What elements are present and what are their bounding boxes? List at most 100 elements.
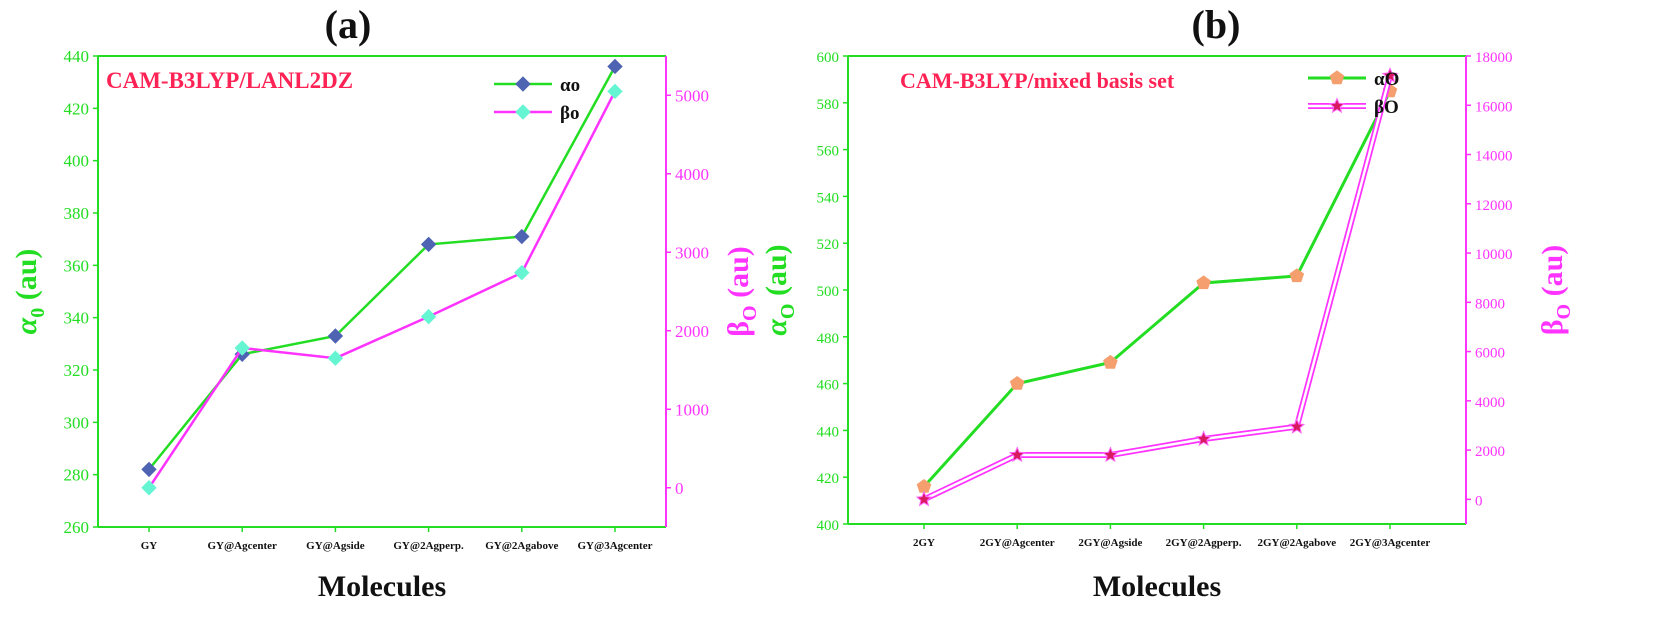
data-point <box>1195 430 1212 447</box>
y-right-axis-title-symbol: β <box>722 321 755 337</box>
y-left-tick-label: 580 <box>817 97 840 113</box>
y-right-tick-label: 2000 <box>675 322 709 341</box>
data-point <box>607 58 623 75</box>
data-point <box>234 340 250 356</box>
legend-label: αo <box>560 75 580 96</box>
x-tick-label: 2GY@Agside <box>1078 537 1142 549</box>
x-tick-label: 2GY@3Agcenter <box>1350 537 1431 549</box>
data-point <box>141 461 157 478</box>
y-left-tick-label: 260 <box>64 518 90 537</box>
y-left-tick-label: 420 <box>64 99 90 118</box>
y-left-tick-label: 320 <box>64 361 90 380</box>
y-right-axis-title: βO (au) <box>1536 245 1575 336</box>
y-left-tick-label: 360 <box>64 256 90 275</box>
y-left-axis-title: α0 (au) <box>10 249 49 335</box>
data-point <box>327 350 344 366</box>
y-right-tick-label: 14000 <box>1475 149 1513 165</box>
y-left-tick-label: 380 <box>64 204 90 223</box>
y-right-tick-label: 4000 <box>1475 395 1505 411</box>
y-right-tick-label: 0 <box>675 479 684 498</box>
y-right-axis-title-symbol: β <box>1536 319 1569 335</box>
method-label: CAM-B3LYP/mixed basis set <box>900 68 1175 93</box>
y-left-tick-label: 300 <box>64 413 90 432</box>
data-point <box>1289 268 1305 283</box>
x-tick-label: 2GY@2Agperp. <box>1166 537 1242 549</box>
y-right-tick-label: 10000 <box>1475 247 1513 263</box>
data-point <box>607 83 623 100</box>
y-right-axis-title-unit: (au) <box>1536 245 1569 304</box>
y-right-tick-label: 0 <box>1475 493 1483 509</box>
x-tick-label: GY@3Agcenter <box>578 540 653 552</box>
x-axis-title: Molecules <box>318 570 446 603</box>
series-1 <box>141 83 623 496</box>
x-tick-label: GY@Agside <box>306 540 365 552</box>
data-point <box>915 490 933 507</box>
data-point <box>420 236 437 253</box>
data-point <box>514 228 530 245</box>
data-point <box>420 308 437 325</box>
y-right-axis-title: βO (au) <box>722 246 761 337</box>
y-right-tick-label: 18000 <box>1475 50 1513 66</box>
data-point <box>1009 375 1025 390</box>
y-right-tick-label: 5000 <box>675 86 709 105</box>
y-left-tick-label: 560 <box>817 144 840 160</box>
data-point <box>1102 446 1119 463</box>
y-left-tick-label: 420 <box>817 471 840 487</box>
data-point <box>327 328 344 344</box>
y-right-axis-title-subscript: O <box>1553 304 1575 320</box>
x-tick-label: 2GY@2Agabove <box>1257 537 1336 549</box>
x-tick-label: GY@2Agperp. <box>393 540 464 552</box>
y-left-axis-title-symbol: α <box>760 319 793 336</box>
series-line <box>148 65 617 471</box>
method-label: CAM-B3LYP/LANL2DZ <box>106 68 353 93</box>
y-left-axis-title-subscript: O <box>777 304 799 320</box>
data-point <box>141 480 157 496</box>
legend-marker <box>1328 97 1346 114</box>
y-left-tick-label: 540 <box>817 190 840 206</box>
y-left-tick-label: 500 <box>817 284 840 300</box>
y-left-tick-label: 480 <box>817 331 840 347</box>
data-point <box>1381 66 1399 83</box>
series-line <box>147 90 617 489</box>
x-axis-title: Molecules <box>1093 570 1221 603</box>
y-right-axis-title-unit: (au) <box>722 246 755 305</box>
y-right-tick-label: 4000 <box>675 165 709 184</box>
y-right-tick-label: 3000 <box>675 243 709 262</box>
legend: αO βO <box>1308 69 1399 118</box>
y-left-axis-title-symbol: α <box>10 317 43 334</box>
series-0 <box>141 58 623 478</box>
y-left-tick-label: 400 <box>64 152 90 171</box>
x-tick-label: 2GY@Agcenter <box>980 537 1055 549</box>
panel-label: (b) <box>1192 2 1241 47</box>
data-point <box>514 264 530 281</box>
y-right-tick-label: 8000 <box>1475 296 1505 312</box>
y-left-axis-title-unit: (au) <box>760 244 793 303</box>
y-left-tick-label: 440 <box>64 47 90 66</box>
x-tick-label: 2GY <box>913 537 935 549</box>
y-right-tick-label: 6000 <box>1475 346 1505 362</box>
y-left-axis-title-subscript: 0 <box>27 308 49 318</box>
data-point <box>1288 417 1306 434</box>
data-point <box>1103 354 1118 369</box>
y-left-axis-title-unit: (au) <box>10 249 43 308</box>
y-right-tick-label: 16000 <box>1475 99 1513 115</box>
x-tick-label: GY@Agcenter <box>207 540 277 552</box>
y-right-tick-label: 1000 <box>675 400 709 419</box>
y-left-tick-label: 520 <box>817 237 840 253</box>
legend-label: βo <box>560 103 580 124</box>
chart-panel-a: (a) 260 280 300 320 340 360 380 400 420 440 0 1000 20… <box>10 2 761 603</box>
legend-label: αO <box>1374 69 1399 90</box>
legend-marker <box>515 104 531 120</box>
y-right-tick-label: 2000 <box>1475 444 1505 460</box>
legend-label: βO <box>1374 97 1399 118</box>
series-line <box>922 90 1392 488</box>
data-point <box>1196 275 1211 290</box>
panel-label: (a) <box>325 2 372 47</box>
y-right-tick-label: 12000 <box>1475 198 1513 214</box>
y-left-axis-title: αO (au) <box>760 244 799 335</box>
series-0 <box>916 83 1398 493</box>
x-tick-label: GY@2Agabove <box>485 540 558 552</box>
x-tick-label: GY <box>141 540 158 552</box>
